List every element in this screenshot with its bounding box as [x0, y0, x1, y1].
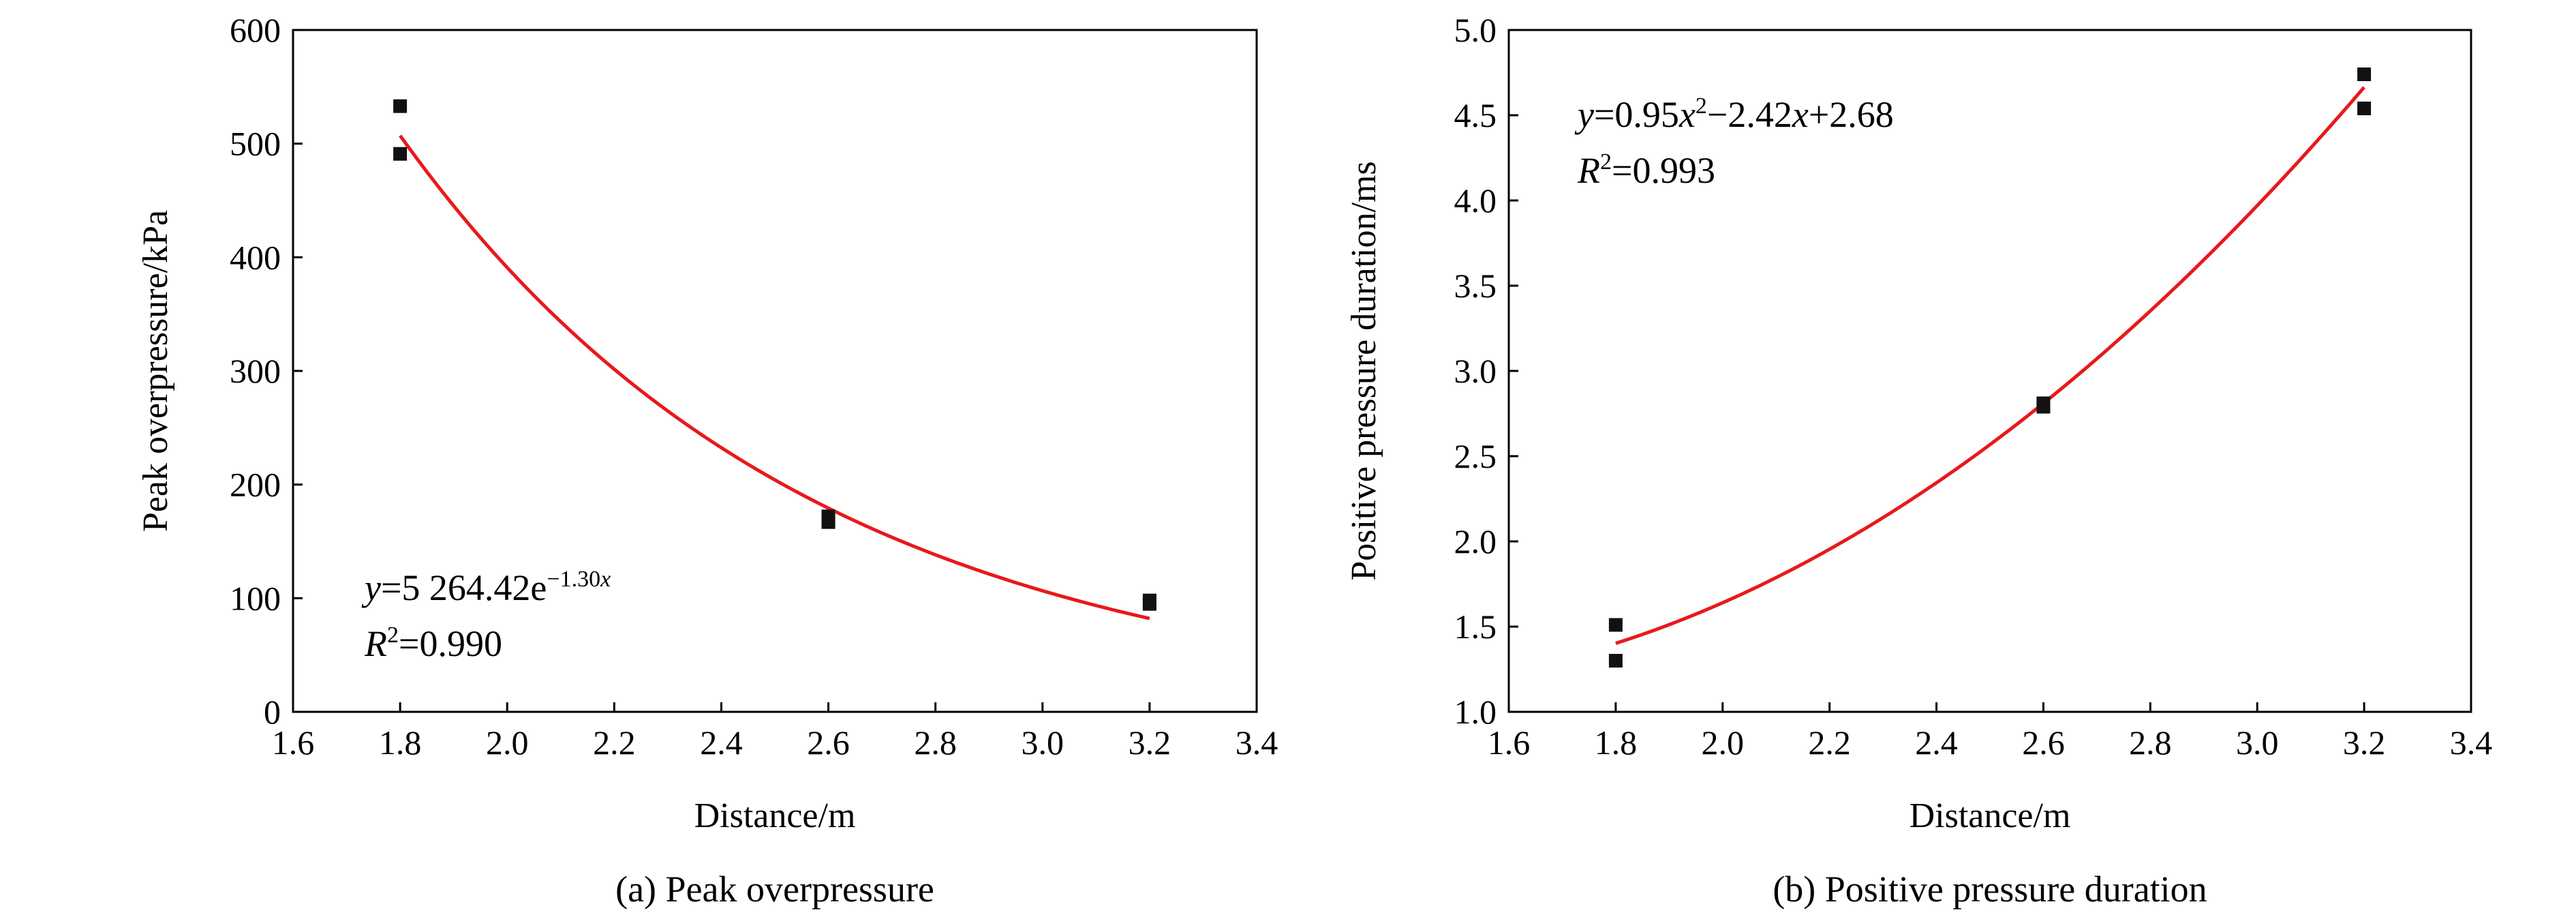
y-axis-ticks: 1.0 1.5 2.0 2.5 3.0 3.5 4.0 4.5 5.0	[1454, 11, 1518, 731]
x-tick-label: 1.6	[1488, 723, 1531, 762]
y-tick-label: 0	[264, 693, 281, 731]
y-tick-label: 2.5	[1454, 437, 1497, 475]
y-axis-title: Peak overpressure/kPa	[136, 210, 175, 532]
x-tick-label: 2.8	[914, 723, 957, 762]
fit-curve	[1615, 86, 2366, 645]
y-tick-label: 1.0	[1454, 693, 1497, 731]
x-tick-label: 1.8	[1595, 723, 1638, 762]
data-point-marker	[1142, 597, 1156, 611]
y-tick-label: 3.5	[1454, 267, 1497, 305]
y-tick-label: 2.0	[1454, 522, 1497, 560]
x-tick-label: 2.4	[700, 723, 743, 762]
x-tick-label: 3.0	[1022, 723, 1064, 762]
y-tick-label: 3.0	[1454, 352, 1497, 390]
y-tick-label: 200	[230, 466, 281, 504]
y-tick-label: 300	[230, 352, 281, 390]
x-tick-label: 2.0	[1702, 723, 1745, 762]
y-tick-label: 400	[230, 238, 281, 276]
y-tick-label: 100	[230, 579, 281, 617]
r-squared: R2=0.990	[364, 623, 502, 664]
x-tick-label: 3.2	[2343, 723, 2386, 762]
r-squared: R2=0.993	[1577, 149, 1715, 191]
data-point-marker	[2036, 400, 2051, 414]
x-axis-ticks: 1.6 1.8 2.0 2.2 2.4 2.6 2.8 3.0 3.2 3.4	[272, 702, 1278, 762]
y-tick-label: 600	[230, 11, 281, 49]
y-axis-title: Positive pressure duration/ms	[1345, 161, 1383, 580]
y-tick-label: 4.5	[1454, 96, 1497, 134]
x-axis-title: Distance/m	[694, 796, 856, 835]
y-axis-ticks: 0 100 200 300 400 500 600	[230, 11, 303, 731]
data-point-marker	[393, 147, 408, 161]
x-tick-label: 2.6	[807, 723, 850, 762]
panel-positive-pressure-duration: 1.6 1.8 2.0 2.2 2.4 2.6 2.8 3.0 3.2 3.4 1.0 1.5 2.0…	[1345, 11, 2492, 910]
data-point-marker	[2357, 102, 2372, 115]
panel-peak-overpressure: 1.6 1.8 2.0 2.2 2.4 2.6 2.8 3.0 3.2 3.4 0 100 200 30…	[136, 11, 1278, 910]
x-tick-label: 2.6	[2022, 723, 2065, 762]
fit-equation: y=5 264.42e−1.30x	[361, 567, 611, 608]
data-point-marker	[1608, 654, 1623, 668]
x-tick-label: 2.8	[2129, 723, 2172, 762]
x-tick-label: 1.8	[379, 723, 422, 762]
data-point-marker	[821, 515, 835, 529]
x-tick-label: 2.2	[1808, 723, 1851, 762]
fit-curve	[399, 134, 1150, 620]
data-points	[393, 99, 1156, 611]
y-tick-label: 500	[230, 125, 281, 163]
y-tick-label: 1.5	[1454, 608, 1497, 646]
x-axis-ticks: 1.6 1.8 2.0 2.2 2.4 2.6 2.8 3.0 3.2 3.4	[1488, 702, 2493, 762]
x-tick-label: 3.4	[2450, 723, 2493, 762]
fit-equation: y=0.95x2−2.42x+2.68	[1574, 93, 1894, 135]
x-tick-label: 1.6	[272, 723, 315, 762]
x-axis-title: Distance/m	[1910, 796, 2071, 835]
x-tick-label: 2.2	[593, 723, 636, 762]
data-points	[1608, 68, 2372, 668]
data-point-marker	[1608, 618, 1623, 632]
x-tick-label: 3.0	[2236, 723, 2279, 762]
data-point-marker	[393, 99, 408, 113]
panel-caption: (a) Peak overpressure	[615, 869, 934, 910]
x-tick-label: 2.4	[1915, 723, 1958, 762]
panel-caption: (b) Positive pressure duration	[1773, 869, 2207, 910]
x-tick-label: 2.0	[486, 723, 529, 762]
y-tick-label: 4.0	[1454, 181, 1497, 220]
x-tick-label: 3.4	[1236, 723, 1278, 762]
y-tick-label: 5.0	[1454, 11, 1497, 49]
data-point-marker	[2357, 68, 2372, 81]
x-tick-label: 3.2	[1129, 723, 1171, 762]
